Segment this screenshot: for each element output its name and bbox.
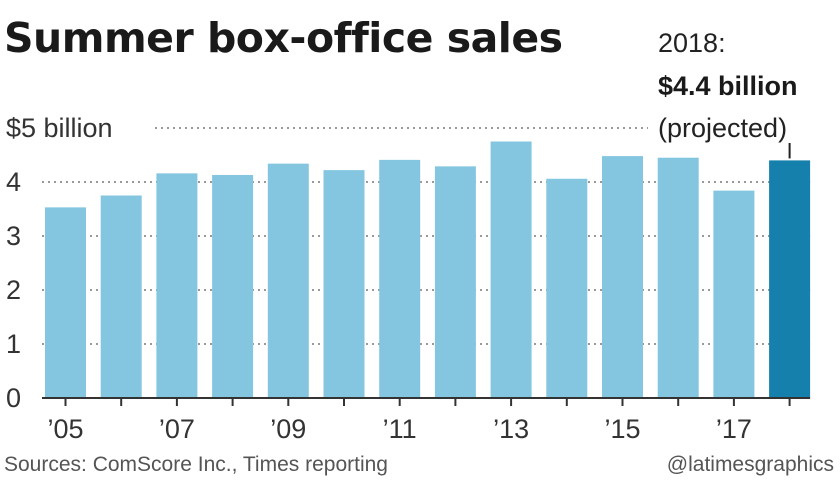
x-tick-label: ’05 (47, 414, 83, 444)
bar-2017 (713, 190, 755, 398)
x-tick-label: ’07 (159, 414, 195, 444)
y-tick-label: 4 (6, 167, 21, 197)
bar-2011 (379, 159, 421, 398)
y-tick-label: 3 (6, 221, 21, 251)
bar-2015 (602, 156, 643, 398)
bars (45, 141, 811, 398)
tick-labels: 0 1 2 3 4 $5 billion ’05 ’07 ’09 ’11 ’13 ’15 ’17 (6, 113, 752, 444)
x-tick-label: ’09 (270, 414, 306, 444)
y-tick-label: 2 (6, 275, 21, 305)
y-tick-label: 1 (6, 329, 21, 359)
highlight-annotation: 2018: $4.4 billion (projected) (658, 28, 798, 159)
credit-handle: @latimesgraphics (666, 453, 834, 476)
annotation-value: $4.4 billion (658, 71, 798, 101)
bar-2005 (45, 207, 86, 398)
x-axis (42, 397, 811, 406)
bar-2014 (546, 178, 588, 398)
bar-2010 (323, 170, 365, 398)
bar-2008 (212, 174, 254, 398)
y-tick-label: $5 billion (6, 113, 113, 143)
gridlines (42, 127, 811, 345)
bar-2009 (267, 163, 309, 398)
x-tick-label: ’17 (716, 414, 752, 444)
bar-2007 (156, 173, 198, 398)
annotation-year: 2018: (658, 28, 726, 58)
bar-2013 (490, 141, 532, 398)
source-note: Sources: ComScore Inc., Times reporting (4, 453, 388, 476)
bar-2012 (434, 166, 476, 398)
x-tick-label: ’15 (604, 414, 640, 444)
bar-2016 (657, 157, 699, 398)
x-tick-label: ’13 (493, 414, 529, 444)
chart-title: Summer box-office sales (4, 14, 563, 62)
x-tick-label: ’11 (383, 414, 417, 444)
annotation-note: (projected) (658, 113, 787, 143)
bar-2018 (769, 160, 811, 398)
bar-2006 (100, 195, 142, 398)
y-tick-label: 0 (6, 383, 21, 413)
